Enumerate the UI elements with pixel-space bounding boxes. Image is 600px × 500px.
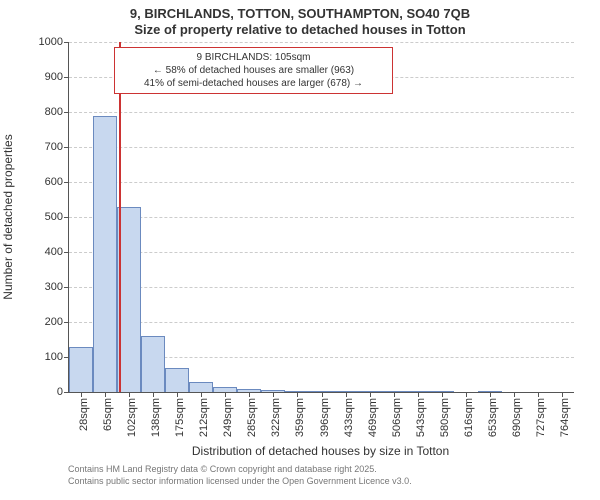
x-tick (201, 392, 202, 397)
x-tick (562, 392, 563, 397)
x-tick (105, 392, 106, 397)
x-tick-label: 543sqm (415, 398, 427, 437)
y-tick-label: 0 (57, 386, 69, 398)
x-tick (153, 392, 154, 397)
chart-title-line1: 9, BIRCHLANDS, TOTTON, SOUTHAMPTON, SO40… (0, 6, 600, 21)
x-tick-label: 469sqm (367, 398, 379, 437)
y-tick-label: 700 (45, 141, 69, 153)
grid-line (69, 322, 574, 323)
annotation-line: ← 58% of detached houses are smaller (96… (121, 64, 386, 77)
x-tick-label: 580sqm (439, 398, 451, 437)
x-tick-label: 727sqm (535, 398, 547, 437)
x-tick (466, 392, 467, 397)
x-tick (514, 392, 515, 397)
footnote-line1: Contains HM Land Registry data © Crown c… (68, 464, 412, 476)
x-tick-label: 102sqm (126, 398, 138, 437)
x-tick (177, 392, 178, 397)
x-tick-label: 764sqm (559, 398, 571, 437)
x-tick (442, 392, 443, 397)
x-tick (129, 392, 130, 397)
y-tick-label: 800 (45, 106, 69, 118)
x-tick-label: 175sqm (174, 398, 186, 437)
chart-title-line2: Size of property relative to detached ho… (0, 22, 600, 37)
reference-line (119, 42, 121, 392)
plot-area: 0100200300400500600700800900100028sqm65s… (68, 42, 574, 393)
footnote: Contains HM Land Registry data © Crown c… (68, 464, 412, 487)
x-tick-label: 28sqm (78, 398, 90, 431)
annotation-line: 9 BIRCHLANDS: 105sqm (121, 51, 386, 64)
x-tick (418, 392, 419, 397)
x-tick-label: 65sqm (102, 398, 114, 431)
x-tick-label: 506sqm (391, 398, 403, 437)
x-tick-label: 285sqm (246, 398, 258, 437)
x-tick-label: 138sqm (150, 398, 162, 437)
x-axis-label: Distribution of detached houses by size … (68, 444, 573, 458)
grid-line (69, 217, 574, 218)
y-tick-label: 600 (45, 176, 69, 188)
x-tick (370, 392, 371, 397)
x-tick-label: 322sqm (270, 398, 282, 437)
grid-line (69, 112, 574, 113)
y-tick-label: 100 (45, 351, 69, 363)
x-tick-label: 690sqm (511, 398, 523, 437)
histogram-bar (165, 368, 189, 393)
grid-line (69, 147, 574, 148)
y-axis-label: Number of detached properties (1, 134, 15, 299)
histogram-bar (69, 347, 93, 393)
x-tick-label: 359sqm (294, 398, 306, 437)
x-tick (538, 392, 539, 397)
x-tick (273, 392, 274, 397)
footnote-line2: Contains public sector information licen… (68, 476, 412, 488)
x-tick-label: 433sqm (343, 398, 355, 437)
x-tick (249, 392, 250, 397)
x-tick (394, 392, 395, 397)
y-tick-label: 400 (45, 246, 69, 258)
grid-line (69, 42, 574, 43)
histogram-bar (189, 382, 213, 393)
grid-line (69, 182, 574, 183)
x-tick-label: 616sqm (463, 398, 475, 437)
x-tick (297, 392, 298, 397)
annotation-box: 9 BIRCHLANDS: 105sqm← 58% of detached ho… (114, 47, 393, 94)
y-tick-label: 200 (45, 316, 69, 328)
grid-line (69, 252, 574, 253)
y-tick-label: 900 (45, 71, 69, 83)
y-tick-label: 1000 (39, 36, 69, 48)
x-tick (322, 392, 323, 397)
x-tick-label: 212sqm (198, 398, 210, 437)
grid-line (69, 287, 574, 288)
annotation-line: 41% of semi-detached houses are larger (… (121, 77, 386, 90)
histogram-bar (141, 336, 165, 392)
x-tick (81, 392, 82, 397)
x-tick (490, 392, 491, 397)
y-tick-label: 500 (45, 211, 69, 223)
x-tick (225, 392, 226, 397)
y-tick-label: 300 (45, 281, 69, 293)
x-tick-label: 653sqm (487, 398, 499, 437)
x-tick-label: 249sqm (222, 398, 234, 437)
x-tick (346, 392, 347, 397)
x-tick-label: 396sqm (319, 398, 331, 437)
histogram-bar (93, 116, 117, 393)
